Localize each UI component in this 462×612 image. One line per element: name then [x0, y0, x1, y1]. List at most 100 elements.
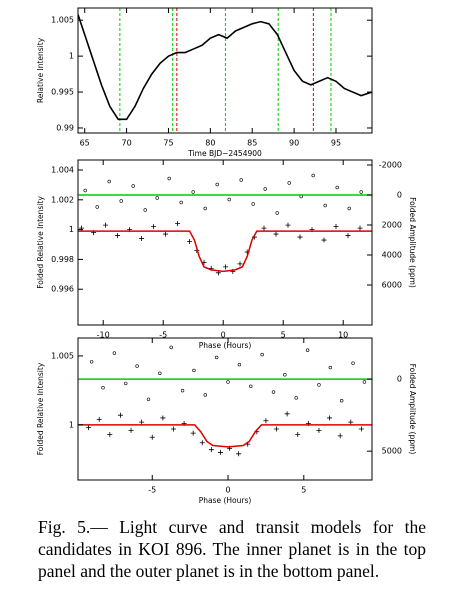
y2-tick-label: 2000 [382, 220, 402, 229]
circle-point [317, 383, 321, 387]
circle-point [359, 190, 363, 194]
x-tick-label: 65 [80, 139, 90, 148]
circle-point [112, 351, 117, 355]
plus-point [237, 261, 243, 267]
circle-point [179, 200, 183, 205]
x-tick-label: 90 [289, 139, 299, 148]
x-tick-label: 0 [221, 331, 226, 340]
circle-point [203, 206, 207, 211]
plus-point [160, 415, 166, 421]
circle-point [146, 397, 151, 401]
x-tick-label: -5 [148, 486, 156, 495]
circle-point [131, 184, 135, 188]
x-axis-label: Phase (Hours) [199, 496, 252, 505]
y2-tick-label: 6000 [382, 280, 402, 289]
plus-point [139, 236, 145, 242]
circle-point [143, 208, 147, 212]
plus-point [316, 427, 322, 433]
plus-point [223, 264, 229, 270]
plus-point [103, 222, 109, 228]
plus-point [170, 426, 176, 432]
plus-point [208, 447, 214, 453]
y-tick-label: 1 [69, 420, 74, 429]
y-tick-label: 1 [69, 52, 74, 61]
circle-point [124, 381, 128, 386]
circle-point [305, 348, 310, 352]
circle-point [89, 360, 94, 364]
plus-point [348, 419, 354, 425]
plus-point [285, 222, 291, 228]
y-tick-label: 0.99 [56, 123, 74, 132]
x-tick-label: -10 [97, 331, 110, 340]
y-axis-label: Folded Relative Intensity [36, 196, 45, 289]
plus-point [263, 418, 269, 424]
plus-point [107, 432, 113, 438]
data-line [78, 230, 372, 273]
plus-point [345, 233, 351, 239]
plus-point [115, 233, 121, 239]
circle-point [119, 199, 123, 203]
circle-point [214, 355, 219, 360]
circle-point [347, 206, 351, 211]
y2-axis-label: Folded Amplitude (ppm) [408, 197, 417, 288]
x-tick-label: -5 [159, 331, 167, 340]
circle-point [107, 179, 111, 184]
circle-point [215, 182, 219, 187]
circle-point [180, 388, 185, 393]
circle-point [226, 380, 230, 384]
circle-point [271, 390, 276, 394]
data-line [78, 14, 372, 121]
circle-point [294, 396, 298, 400]
plus-point [333, 224, 339, 230]
circle-point [311, 173, 315, 178]
x-tick-label: 0 [225, 486, 230, 495]
plus-point [284, 411, 290, 417]
plus-point [175, 221, 181, 227]
circle-point [167, 176, 171, 181]
x-axis-label: Time BJD−2454900 [187, 149, 262, 158]
axes-frame [77, 7, 373, 134]
circle-point [328, 365, 333, 370]
plus-point [295, 432, 301, 438]
x-tick-label: 5 [301, 486, 306, 495]
plus-point [187, 239, 193, 245]
y-axis-label: Relative Intensity [36, 37, 45, 103]
circle-point [169, 345, 173, 350]
axes-frame [77, 337, 373, 481]
y-tick-label: 0.995 [51, 88, 74, 97]
circle-point [323, 203, 327, 208]
plus-point [274, 426, 280, 432]
y2-tick-label: 4000 [382, 250, 402, 259]
plus-point [217, 449, 223, 455]
x-tick-label: 70 [121, 139, 131, 148]
x-tick-label: 80 [205, 139, 215, 148]
circle-point [95, 205, 99, 209]
plus-point [273, 231, 279, 237]
circle-point [101, 386, 105, 390]
x-tick-label: 75 [163, 139, 173, 148]
plus-point [117, 412, 123, 418]
y-tick-label: 1.004 [51, 165, 74, 174]
plus-point [236, 451, 242, 457]
y-tick-label: 1.005 [51, 16, 74, 25]
y-tick-label: 1 [69, 225, 74, 234]
plus-point [337, 433, 343, 439]
caption: Fig. 5.— Light curve and transit models … [38, 517, 426, 581]
circle-point [155, 196, 159, 200]
circle-point [239, 178, 243, 182]
circle-point [287, 181, 291, 185]
plus-point [199, 440, 205, 446]
plus-point [96, 416, 102, 422]
circle-point [158, 371, 162, 376]
figure: 65 70 75 80 85 90 95 0.99 0.995 1 1.005 Time BJD−24… [36, 7, 417, 505]
plus-point [149, 434, 155, 440]
circle-point [283, 373, 287, 377]
circle-point [251, 202, 255, 206]
x-tick-label: 10 [338, 331, 348, 340]
y2-axis-label: Folded Amplitude (ppm) [408, 364, 417, 455]
circle-point [203, 393, 207, 397]
circle-point [192, 368, 196, 373]
circle-point [135, 364, 139, 368]
circle-point [351, 361, 355, 365]
plus-point [261, 225, 267, 231]
